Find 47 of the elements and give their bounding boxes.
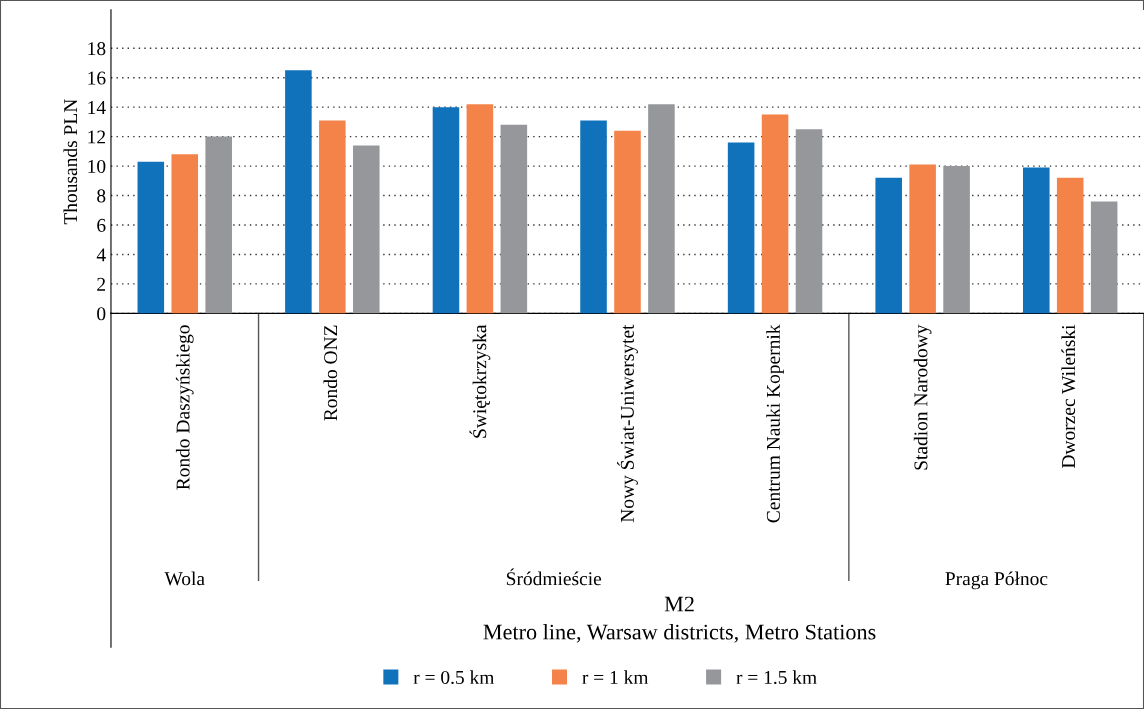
x-tick-label: Rondo ONZ: [323, 325, 338, 421]
bar: [875, 177, 902, 314]
x-tick-label: Centrum Nauki Kopernik: [766, 324, 784, 523]
text: Śródmieście: [506, 568, 602, 586]
bar: [285, 70, 312, 314]
bar: [1022, 167, 1050, 314]
legend-label: r = 1 km: [582, 670, 649, 684]
bar: [648, 104, 675, 314]
text: Wola: [164, 571, 205, 586]
bar: [580, 120, 607, 314]
bar: [614, 130, 641, 314]
y-tick-label: 14: [88, 101, 106, 114]
text: Praga Północ: [945, 571, 1048, 590]
bar: [909, 164, 936, 314]
bar: [432, 107, 460, 314]
y-tick-label: 8: [97, 189, 106, 203]
bar: [500, 124, 528, 314]
x-axis-title: Metro line, Warsaw districts, Metro Stations: [483, 623, 876, 643]
bar: [466, 104, 494, 314]
x-tick-label: Rondo Daszyńskiego: [175, 325, 194, 490]
bar: [1090, 201, 1118, 314]
y-tick-label: 12: [88, 130, 106, 144]
bar: [1056, 177, 1084, 314]
y-tick-label: 2: [97, 277, 106, 291]
bar: [727, 142, 755, 314]
y-tick-label: 18: [88, 42, 106, 56]
x-tick-label: Nowy Świat-Uniwersytet: [617, 324, 638, 523]
y-tick-label: 0: [97, 307, 106, 321]
y-tick-label: 10: [88, 159, 106, 174]
text: M2: [664, 596, 694, 612]
bar: [352, 145, 380, 314]
y-tick-label: 4: [96, 248, 106, 262]
bar: [943, 166, 970, 314]
bar: [171, 154, 199, 314]
bar: [795, 129, 823, 314]
y-tick-label: 6: [97, 218, 106, 232]
bar: [319, 120, 346, 314]
x-tick-label: Stadion Narodowy: [913, 324, 932, 470]
x-tick-label: Dworzec Wileński: [1061, 324, 1076, 469]
legend-label: r = 1.5 km: [736, 670, 817, 685]
y-axis-title: Thousands PLN: [63, 99, 78, 225]
x-tick-label: Świętokrzyska: [469, 324, 491, 438]
bar: [137, 161, 165, 314]
y-tick-label: 16: [88, 71, 106, 85]
legend-label: r = 0.5 km: [413, 670, 495, 685]
bar: [205, 136, 232, 314]
bar: [761, 114, 789, 314]
